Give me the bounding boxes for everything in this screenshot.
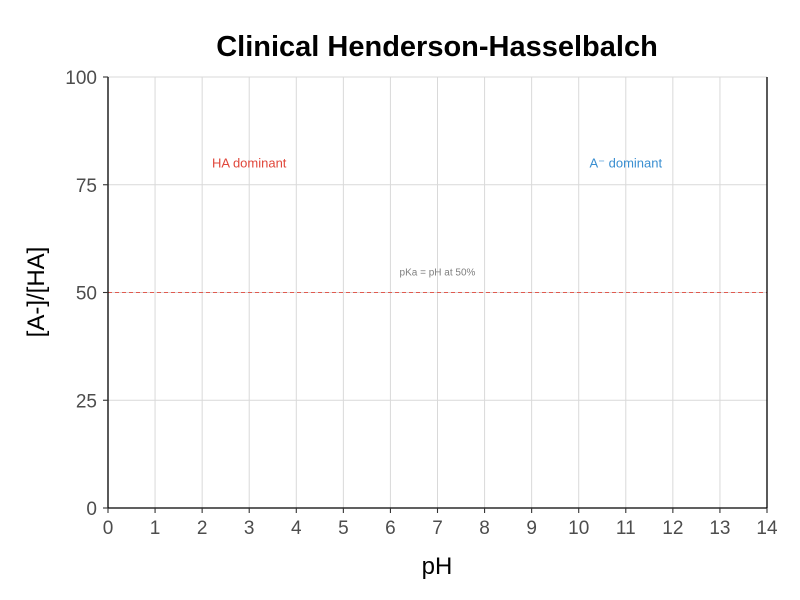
x-tick-label: 7 <box>432 518 443 539</box>
y-tick-label: 75 <box>76 176 97 197</box>
x-tick-label: 2 <box>197 518 208 539</box>
x-tick-label: 13 <box>709 518 730 539</box>
x-tick-label: 5 <box>338 518 349 539</box>
annotation-label: A⁻ dominant <box>589 156 662 171</box>
x-tick-label: 12 <box>662 518 683 539</box>
x-tick-label: 8 <box>479 518 490 539</box>
x-tick-label: 1 <box>150 518 161 539</box>
y-tick-label: 25 <box>76 391 97 412</box>
annotation-label: HA dominant <box>212 156 287 171</box>
x-tick-label: 0 <box>103 518 114 539</box>
x-tick-label: 11 <box>616 518 636 539</box>
annotation-label: pKa = pH at 50% <box>400 267 476 278</box>
x-tick-label: 14 <box>756 518 778 539</box>
x-tick-label: 6 <box>385 518 396 539</box>
y-tick-label: 50 <box>76 284 97 305</box>
y-axis-label: [A-]/[HA] <box>23 247 50 338</box>
annotations: HA dominant A⁻ dominant pKa = pH at 50% <box>212 156 662 279</box>
x-axis-label: pH <box>422 553 453 580</box>
chart-title: Clinical Henderson-Hasselbalch <box>216 31 658 63</box>
y-tick-label: 100 <box>65 68 97 89</box>
x-tick-label: 3 <box>244 518 255 539</box>
x-tick-label: 10 <box>568 518 589 539</box>
x-tick-label: 9 <box>526 518 537 539</box>
x-tick-label: 4 <box>291 518 302 539</box>
y-tick-label: 0 <box>86 499 97 520</box>
